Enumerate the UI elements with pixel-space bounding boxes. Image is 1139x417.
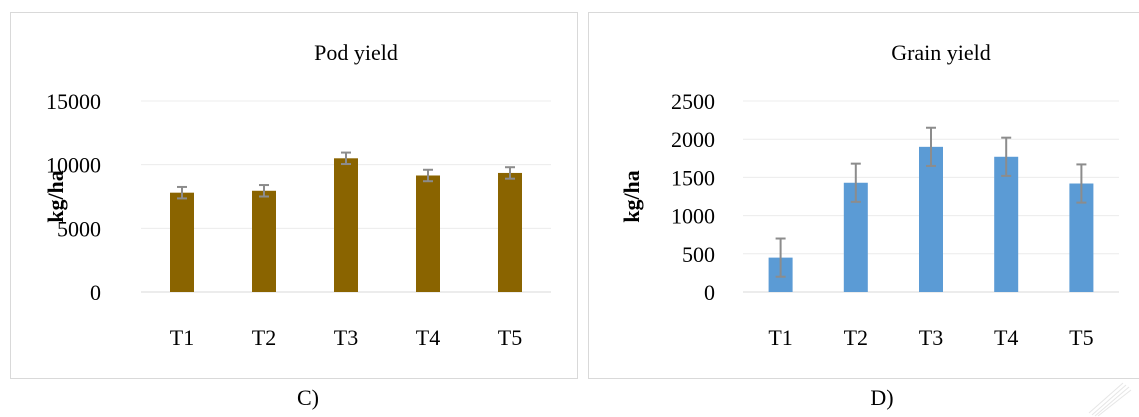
chart-panel-pod-yield: Pod yield kg/ha 0 5000 10000 15000 T1 T2 T3 T4 T5 (10, 12, 578, 379)
pod-yield-bar-t3 (334, 158, 358, 292)
caption-c: C) (297, 385, 319, 410)
grain-yield-x-tick-label: T1 (768, 325, 792, 350)
watermark-graphic (1088, 382, 1132, 417)
pod-yield-y-tick-label: 5000 (57, 216, 101, 241)
pod-yield-y-tick-label: 10000 (46, 153, 101, 178)
pod-yield-x-tick-label: T5 (498, 325, 522, 350)
pod-yield-bar-t4 (416, 175, 440, 292)
pod-yield-error-bar-t3 (341, 151, 351, 166)
grain-yield-x-tick-label: T2 (844, 325, 868, 350)
chart-panel-grain-yield: Grain yield kg/ha 0 500 1000 1500 2000 2500 T1 T2… (588, 12, 1139, 379)
pod-yield-bar-t1 (170, 192, 194, 292)
pod-yield-title: Pod yield (314, 40, 398, 65)
grain-yield-bar-t4 (994, 156, 1019, 292)
grain-yield-error-bar-t1 (775, 237, 786, 278)
pod-yield-chart: Pod yield kg/ha 0 5000 10000 15000 T1 T2 T3 T4 T5 (43, 40, 551, 350)
grain-yield-x-tick-label: T4 (994, 325, 1018, 350)
grain-yield-y-tick-label: 2000 (671, 127, 715, 152)
pod-yield-bar-t2 (252, 190, 276, 292)
pod-yield-x-tick-label: T1 (170, 325, 194, 350)
grain-yield-y-tick-label: 500 (682, 242, 715, 267)
pod-yield-x-tick-label: T2 (252, 325, 276, 350)
grain-yield-error-bar-t3 (926, 126, 936, 167)
pod-yield-error-bar-t1 (177, 185, 187, 200)
grain-yield-error-bar-t2 (850, 162, 861, 203)
grain-yield-error-bar-t4 (1001, 136, 1012, 177)
pod-yield-error-bar-t4 (423, 168, 433, 183)
pod-yield-y-tick-label: 15000 (46, 89, 101, 114)
pod-yield-error-bar-t5 (505, 166, 515, 180)
grain-yield-x-tick-label: T5 (1069, 325, 1093, 350)
grain-yield-y-axis-label: kg/ha (619, 170, 644, 223)
pod-yield-y-tick-label: 0 (90, 280, 101, 305)
grain-yield-title: Grain yield (891, 40, 991, 65)
pod-yield-bar-t5 (498, 172, 522, 292)
grain-yield-y-tick-label: 0 (704, 280, 715, 305)
grain-yield-bar-t3 (919, 146, 943, 292)
grain-yield-x-tick-label: T3 (919, 325, 943, 350)
caption-d: D) (870, 385, 894, 410)
pod-yield-error-bar-t2 (259, 184, 269, 198)
grain-yield-chart: Grain yield kg/ha 0 500 1000 1500 2000 2500 T1 T2… (619, 40, 1119, 350)
pod-yield-x-tick-label: T3 (334, 325, 358, 350)
pod-yield-x-tick-label: T4 (416, 325, 440, 350)
grain-yield-y-tick-label: 1000 (671, 204, 715, 229)
grain-yield-y-tick-label: 2500 (671, 89, 715, 114)
grain-yield-y-tick-label: 1500 (671, 165, 715, 190)
pod-yield-y-axis-label: kg/ha (43, 170, 68, 223)
grain-yield-error-bar-t5 (1076, 163, 1087, 204)
